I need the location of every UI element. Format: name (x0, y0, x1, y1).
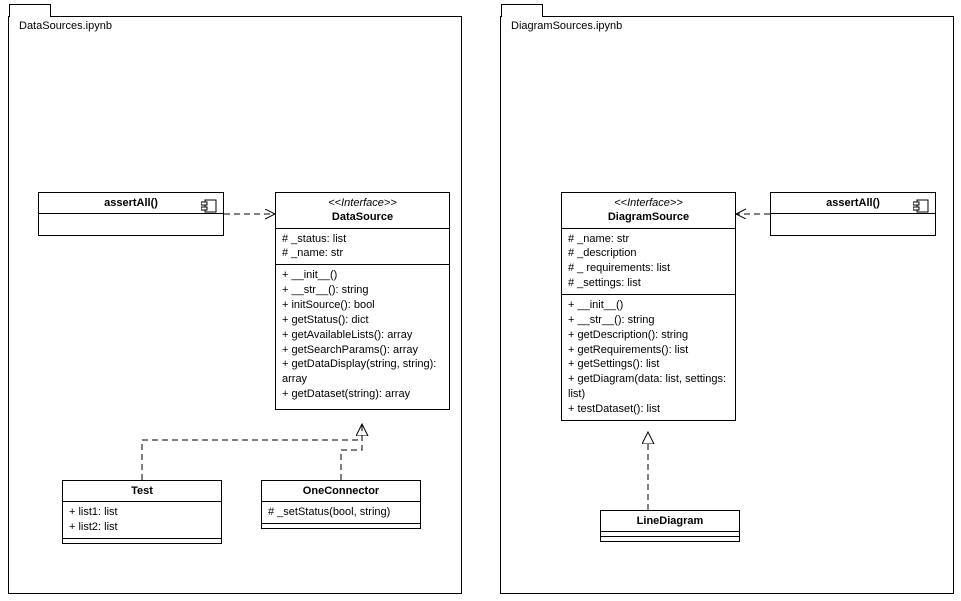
package-tab (9, 4, 51, 17)
operations: + __init__() + __str__(): string + initS… (276, 265, 449, 405)
component-title: assertAll() (104, 197, 158, 209)
class-title: DataSource (280, 210, 445, 224)
class-title: LineDiagram (637, 515, 704, 527)
interface-datasource: <<Interface>> DataSource # _status: list… (275, 192, 450, 410)
attributes: + list1: list + list2: list (63, 502, 221, 539)
stereotype: <<Interface>> (280, 196, 445, 210)
package-label-left: DataSources.ipynb (19, 20, 112, 32)
component-title: assertAll() (826, 197, 880, 209)
class-title: Test (131, 485, 153, 497)
component-icon (913, 199, 929, 213)
operations: + __init__() + __str__(): string + getDe… (562, 295, 735, 420)
stereotype: <<Interface>> (566, 196, 731, 210)
class-oneconnector: OneConnector # _setStatus(bool, string) (261, 480, 421, 529)
interface-diagramsource: <<Interface>> DiagramSource # _name: str… (561, 192, 736, 421)
class-title: DiagramSource (566, 210, 731, 224)
component-icon (201, 199, 217, 213)
package-tab (501, 4, 543, 17)
component-assertall-right: assertAll() (770, 192, 936, 236)
attributes: # _status: list # _name: str (276, 229, 449, 266)
attributes: # _name: str # _description # _ requirem… (562, 229, 735, 295)
class-test: Test + list1: list + list2: list (62, 480, 222, 544)
class-title: OneConnector (303, 485, 379, 497)
uml-canvas: DataSources.ipynb DiagramSources.ipynb a… (0, 0, 961, 601)
package-label-right: DiagramSources.ipynb (511, 20, 622, 32)
class-linediagram: LineDiagram (600, 510, 740, 542)
attributes: # _setStatus(bool, string) (262, 502, 420, 524)
component-assertall-left: assertAll() (38, 192, 224, 236)
